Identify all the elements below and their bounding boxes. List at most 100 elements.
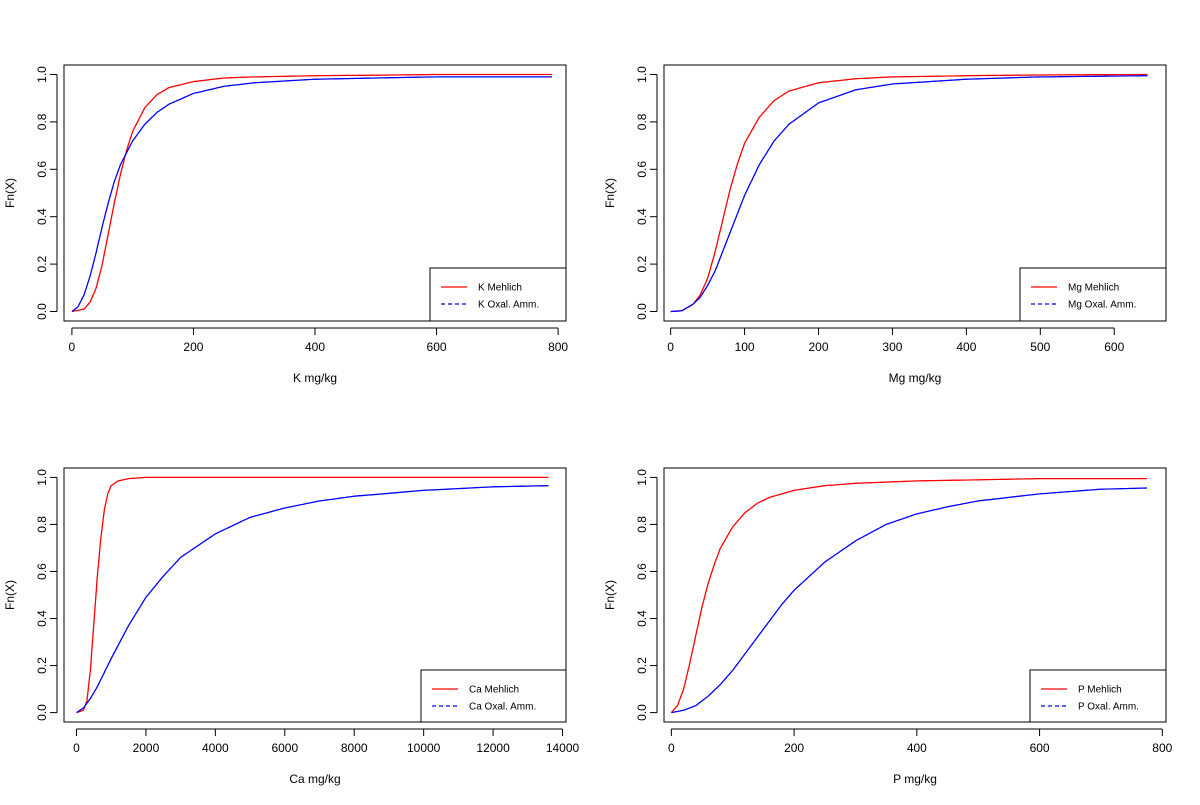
x-tick-label: 200 [809, 340, 829, 354]
x-tick-label: 4000 [202, 741, 229, 755]
x-tick-label: 600 [427, 340, 447, 354]
x-axis: 0 200 400 600 800 [668, 728, 1173, 755]
plot-frame [63, 467, 567, 723]
x-tick-label: 200 [183, 340, 203, 354]
y-tick-label: 0.8 [35, 516, 49, 533]
y-tick-label: 1.0 [35, 66, 49, 83]
x-tick-label: 12000 [476, 741, 510, 755]
legend-item: Ca Mehlich [432, 685, 519, 696]
series-line-mg-oxal-amm- [670, 75, 1148, 313]
x-tick-label: 400 [305, 340, 325, 354]
y-axis: 0.0 0.2 0.4 0.6 0.8 1.0 [35, 469, 58, 721]
legend-label: P Mehlich [1078, 685, 1122, 696]
x-tick-label: 2000 [133, 741, 160, 755]
series-line-ca-oxal-amm- [76, 484, 549, 714]
legend-box [1029, 669, 1167, 723]
y-tick-label: 0.6 [635, 161, 649, 178]
y-axis-title: Fn(X) [3, 580, 17, 610]
x-tick-label: 400 [907, 741, 927, 755]
y-tick-label: 0.0 [635, 303, 649, 320]
series-line-p-oxal-amm- [671, 487, 1148, 714]
x-tick-label: 0 [73, 741, 80, 755]
y-tick-label: 0.2 [35, 657, 49, 674]
legend-item: Mg Mehlich [1031, 283, 1119, 294]
y-tick-label: 0.4 [635, 610, 649, 627]
y-axis-title: Fn(X) [3, 178, 17, 208]
y-axis-title: Fn(X) [603, 580, 617, 610]
x-axis-title: Ca mg/kg [289, 772, 340, 786]
x-tick-label: 0 [668, 741, 675, 755]
x-tick-label: 500 [1030, 340, 1050, 354]
panel-top-left: 0 200 400 600 800 K mg/kg 0.0 0.2 0.4 0.6 0.8 1.0 Fn… [3, 64, 568, 385]
legend-box [1019, 267, 1167, 322]
legend: P Mehlich P Oxal. Amm. [1029, 669, 1167, 723]
legend-box [420, 669, 567, 723]
x-tick-label: 400 [956, 340, 976, 354]
y-tick-label: 0.8 [35, 113, 49, 130]
legend-label: K Mehlich [478, 283, 522, 294]
series-line-k-oxal-amm- [71, 76, 552, 313]
legend-item: K Mehlich [441, 283, 522, 294]
y-tick-label: 0.4 [35, 610, 49, 627]
legend: Mg Mehlich Mg Oxal. Amm. [1019, 267, 1167, 322]
x-axis-title: P mg/kg [893, 772, 937, 786]
y-tick-label: 0.4 [635, 208, 649, 225]
panel-bottom-left: 0 2000 4000 6000 8000 10000 12000 14000 Ca mg/kg… [3, 467, 580, 786]
y-tick-label: 0.0 [35, 303, 49, 320]
x-tick-label: 300 [882, 340, 902, 354]
x-tick-label: 200 [784, 741, 804, 755]
x-tick-label: 600 [1030, 741, 1050, 755]
legend-item: P Oxal. Amm. [1041, 702, 1139, 713]
y-tick-label: 0.2 [635, 255, 649, 272]
x-tick-label: 0 [69, 340, 76, 354]
legend-item: Ca Oxal. Amm. [432, 702, 536, 713]
x-axis: 0 200 400 600 800 [69, 327, 568, 354]
y-tick-label: 0.8 [635, 113, 649, 130]
y-tick-label: 0.0 [635, 704, 649, 721]
y-axis: 0.0 0.2 0.4 0.6 0.8 1.0 [635, 469, 658, 721]
x-tick-label: 14000 [546, 741, 580, 755]
y-tick-label: 0.6 [635, 563, 649, 580]
legend-item: Mg Oxal. Amm. [1031, 300, 1136, 311]
panel-bottom-right: 0 200 400 600 800 P mg/kg 0.0 0.2 0.4 0.6 0.8 1.0 Fn… [603, 467, 1173, 786]
legend-label: K Oxal. Amm. [478, 300, 539, 311]
y-axis: 0.0 0.2 0.4 0.6 0.8 1.0 [635, 66, 658, 320]
x-tick-label: 0 [667, 340, 674, 354]
y-axis: 0.0 0.2 0.4 0.6 0.8 1.0 [35, 66, 58, 320]
x-axis-title: Mg mg/kg [889, 371, 942, 385]
plot-frame [63, 64, 567, 322]
legend-item: K Oxal. Amm. [441, 300, 539, 311]
plot-frame [663, 467, 1167, 723]
legend: K Mehlich K Oxal. Amm. [429, 267, 567, 322]
y-tick-label: 0.6 [35, 161, 49, 178]
y-axis-title: Fn(X) [603, 178, 617, 208]
legend-label: P Oxal. Amm. [1078, 702, 1139, 713]
y-tick-label: 0.2 [635, 657, 649, 674]
x-axis: 0 2000 4000 6000 8000 10000 12000 14000 [73, 728, 580, 755]
x-tick-label: 10000 [407, 741, 441, 755]
legend: Ca Mehlich Ca Oxal. Amm. [420, 669, 567, 723]
x-axis-title: K mg/kg [293, 371, 337, 385]
legend-label: Mg Mehlich [1068, 283, 1119, 294]
series-line-p-mehlich [670, 477, 1147, 713]
x-tick-label: 100 [735, 340, 755, 354]
legend-item: P Mehlich [1041, 685, 1122, 696]
plot-frame [663, 64, 1167, 322]
legend-label: Ca Oxal. Amm. [469, 702, 536, 713]
y-tick-label: 0.6 [35, 563, 49, 580]
series-line-mg-mehlich [670, 73, 1148, 313]
x-tick-label: 600 [1104, 340, 1124, 354]
x-tick-label: 6000 [271, 741, 298, 755]
x-tick-label: 8000 [341, 741, 368, 755]
legend-label: Ca Mehlich [469, 685, 519, 696]
y-tick-label: 1.0 [635, 469, 649, 486]
x-tick-label: 800 [548, 340, 568, 354]
y-tick-label: 0.8 [635, 516, 649, 533]
y-tick-label: 1.0 [635, 66, 649, 83]
legend-label: Mg Oxal. Amm. [1068, 300, 1136, 311]
y-tick-label: 1.0 [35, 469, 49, 486]
series-line-ca-mehlich [76, 476, 549, 714]
y-tick-label: 0.0 [35, 704, 49, 721]
